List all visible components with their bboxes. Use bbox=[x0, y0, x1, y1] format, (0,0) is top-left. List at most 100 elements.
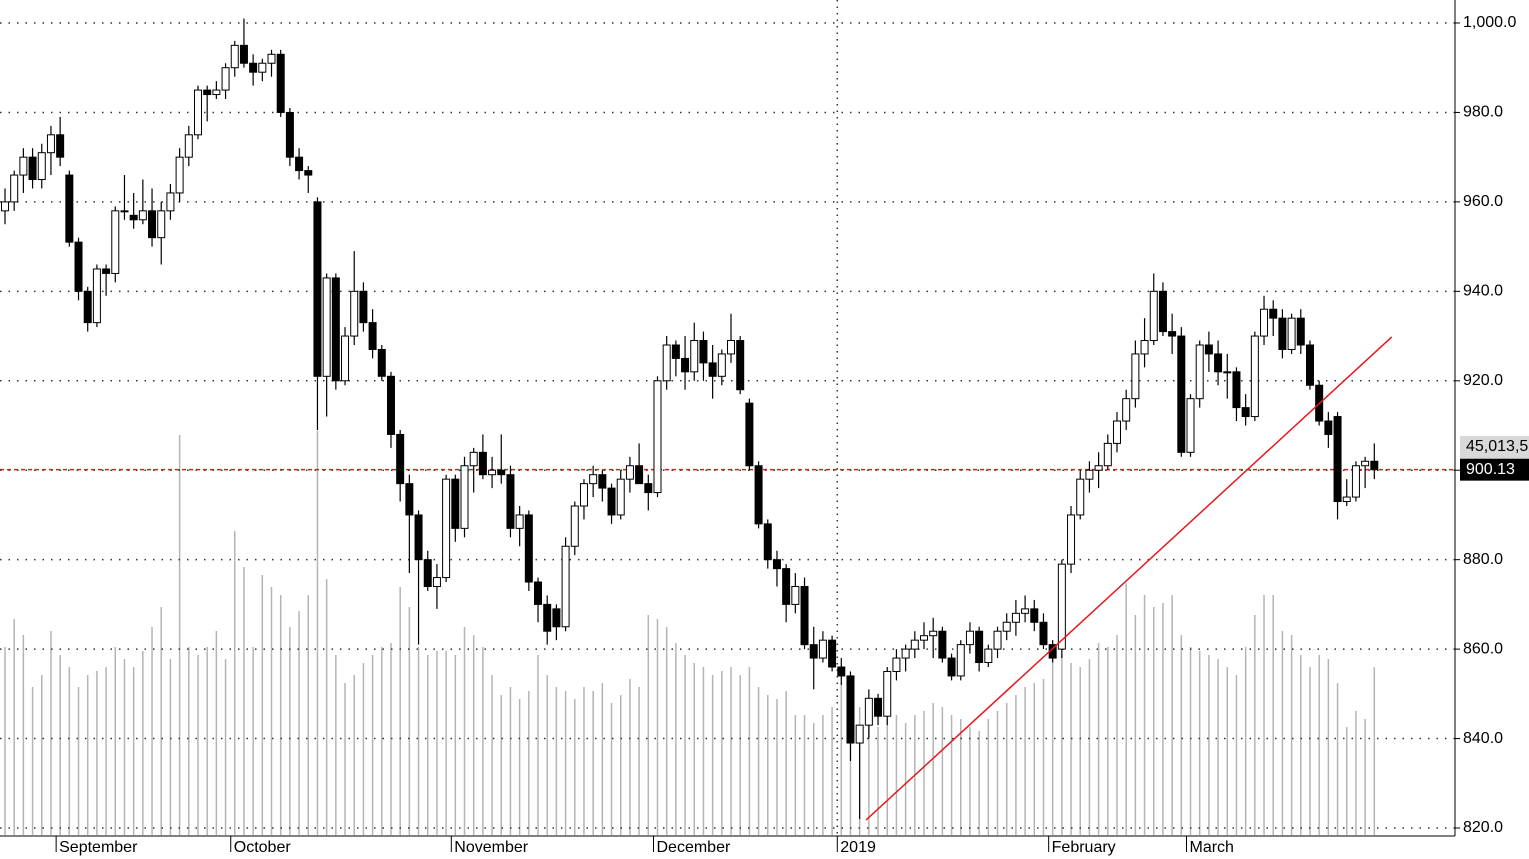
candle-body bbox=[1250, 335, 1259, 418]
candle-body bbox=[708, 362, 717, 377]
candle-body bbox=[607, 487, 616, 516]
candle-body bbox=[1241, 407, 1250, 418]
candle-body bbox=[800, 586, 809, 646]
candle-body bbox=[653, 380, 662, 494]
x-tick-label: March bbox=[1190, 839, 1234, 856]
trendline bbox=[865, 336, 1393, 821]
candle-body bbox=[1370, 460, 1379, 471]
candle-body bbox=[1112, 420, 1121, 444]
last-price-label: 900.13 bbox=[1466, 461, 1515, 478]
candle-body bbox=[203, 89, 212, 96]
x-tick-label: September bbox=[59, 839, 138, 856]
candle-body bbox=[616, 478, 625, 516]
candle-body bbox=[965, 630, 974, 646]
candle-body bbox=[515, 514, 524, 529]
candle-body bbox=[331, 277, 340, 382]
candle-body bbox=[1149, 290, 1158, 342]
candle-body bbox=[635, 465, 644, 485]
candle-body bbox=[570, 505, 579, 547]
candle-body bbox=[129, 214, 138, 221]
candle-body bbox=[993, 630, 1002, 650]
candle-body bbox=[184, 134, 193, 158]
candle-body bbox=[818, 639, 827, 659]
candle-body bbox=[414, 514, 423, 561]
candle-body bbox=[929, 630, 938, 637]
x-tick-label: 2019 bbox=[840, 839, 876, 856]
candle-body bbox=[1094, 465, 1103, 471]
candle-body bbox=[230, 44, 239, 69]
volume-label-box bbox=[1460, 436, 1529, 458]
candle-body bbox=[1158, 290, 1167, 333]
candle-body bbox=[846, 675, 855, 744]
candle-body bbox=[1223, 371, 1232, 374]
candle-body bbox=[1333, 416, 1342, 503]
candle-body bbox=[313, 201, 322, 377]
candle-body bbox=[1011, 612, 1020, 623]
y-tick-label: 940.0 bbox=[1463, 283, 1503, 300]
candle-body bbox=[681, 357, 690, 373]
candle-body bbox=[148, 210, 157, 239]
candle-body bbox=[350, 290, 359, 337]
candle-body bbox=[37, 152, 46, 181]
x-tick-label: November bbox=[454, 839, 528, 856]
candle-body bbox=[883, 670, 892, 717]
candle-body bbox=[138, 210, 147, 221]
x-tick-label: October bbox=[234, 839, 292, 856]
candle-body bbox=[46, 134, 55, 154]
candle-body bbox=[120, 210, 129, 213]
candle-body bbox=[368, 322, 377, 350]
candle-body bbox=[1122, 398, 1131, 422]
candle-body bbox=[506, 474, 515, 529]
candle-body bbox=[359, 290, 368, 324]
candle-body bbox=[1002, 621, 1011, 632]
candle-body bbox=[1361, 460, 1370, 467]
candle-body bbox=[488, 469, 497, 476]
candle-body bbox=[1204, 344, 1213, 355]
candle-body bbox=[304, 170, 313, 176]
candle-body bbox=[1232, 371, 1241, 409]
candle-body bbox=[341, 335, 350, 382]
candle-body bbox=[1342, 496, 1351, 503]
candle-body bbox=[396, 433, 405, 485]
candle-body bbox=[534, 581, 543, 605]
candle-body bbox=[295, 156, 304, 172]
candle-body bbox=[874, 697, 883, 717]
candle-body bbox=[28, 156, 37, 181]
candle-body bbox=[772, 559, 781, 570]
candle-body bbox=[497, 469, 506, 476]
candle-body bbox=[644, 483, 653, 494]
candle-body bbox=[864, 697, 873, 726]
candle-body bbox=[938, 630, 947, 659]
candle-body bbox=[10, 174, 19, 203]
candle-body bbox=[157, 210, 166, 239]
candle-body bbox=[276, 53, 285, 113]
candle-body bbox=[1177, 335, 1186, 453]
candle-body bbox=[754, 465, 763, 525]
candle-body bbox=[432, 577, 441, 587]
candle-body bbox=[469, 451, 478, 467]
candle-body bbox=[1085, 469, 1094, 480]
candle-body bbox=[552, 608, 561, 628]
y-tick-label: 920.0 bbox=[1463, 372, 1503, 389]
volume-label: 45,013,5 bbox=[1466, 438, 1528, 455]
y-tick-label: 1,000.0 bbox=[1463, 14, 1516, 31]
candle-body bbox=[1131, 353, 1140, 400]
candle-body bbox=[579, 483, 588, 507]
candle-body bbox=[1214, 353, 1223, 373]
candle-body bbox=[1140, 340, 1149, 355]
candle-body bbox=[212, 89, 221, 96]
candle-body bbox=[249, 62, 258, 73]
candle-body bbox=[405, 483, 414, 516]
candle-body bbox=[1186, 398, 1195, 453]
candle-body bbox=[1057, 563, 1066, 650]
candle-body bbox=[65, 174, 74, 243]
candle-body bbox=[837, 666, 846, 677]
y-tick-label: 960.0 bbox=[1463, 193, 1503, 210]
candle-body bbox=[56, 134, 65, 158]
candle-body bbox=[910, 639, 919, 650]
candle-body bbox=[671, 344, 680, 359]
candle-body bbox=[166, 192, 175, 212]
candle-body bbox=[1287, 317, 1296, 350]
y-tick-label: 880.0 bbox=[1463, 551, 1503, 568]
candle-body bbox=[1260, 308, 1269, 337]
